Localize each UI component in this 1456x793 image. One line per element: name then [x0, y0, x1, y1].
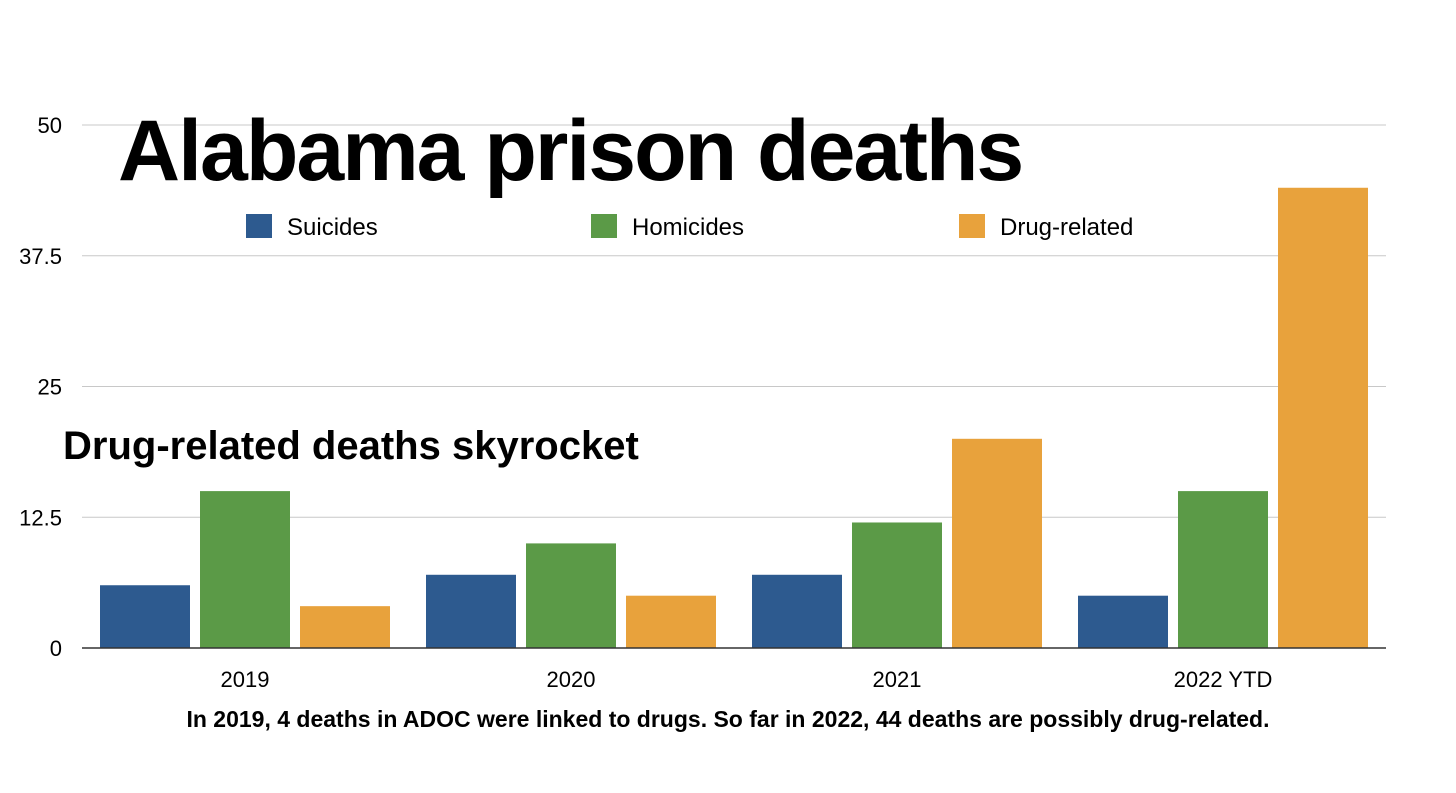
bar-homicides-2019	[200, 491, 290, 648]
legend-label: Suicides	[287, 214, 378, 241]
bar-drug-related-2019	[300, 606, 390, 648]
legend: Suicides Homicides Drug-related	[246, 214, 1133, 241]
x-axis: 2019 2020 2021 2022 YTD	[82, 647, 1386, 692]
y-tick-label: 25	[38, 375, 62, 400]
bar-suicides-2020	[426, 574, 516, 648]
legend-swatch	[591, 214, 617, 238]
y-tick-label: 0	[50, 636, 62, 661]
x-tick-label: 2021	[873, 667, 922, 692]
x-tick-label: 2020	[547, 667, 596, 692]
legend-label: Drug-related	[1000, 214, 1133, 241]
chart-caption: In 2019, 4 deaths in ADOC were linked to…	[186, 706, 1270, 732]
y-tick-label: 12.5	[19, 505, 62, 530]
bar-homicides-2022-ytd	[1178, 491, 1268, 648]
legend-label: Homicides	[632, 214, 744, 241]
bar-suicides-2022-ytd	[1078, 595, 1168, 648]
bar-drug-related-2020	[626, 595, 716, 648]
y-axis-ticks: 0 12.5 25 37.5 50	[19, 113, 62, 661]
chart-title: Alabama prison deaths	[118, 103, 1024, 199]
x-tick-label: 2019	[221, 667, 270, 692]
y-tick-label: 50	[38, 113, 62, 138]
bars	[100, 187, 1368, 648]
bar-drug-related-2021	[952, 438, 1042, 648]
x-tick-label: 2022 YTD	[1174, 667, 1273, 692]
bar-homicides-2020	[526, 543, 616, 648]
bar-drug-related-2022-ytd	[1278, 187, 1368, 648]
chart-subtitle: Drug-related deaths skyrocket	[63, 424, 639, 468]
bar-homicides-2021	[852, 522, 942, 648]
bar-suicides-2021	[752, 574, 842, 648]
gridlines	[82, 124, 1386, 518]
bar-suicides-2019	[100, 585, 190, 648]
legend-swatch	[246, 214, 272, 238]
legend-swatch	[959, 214, 985, 238]
y-tick-label: 37.5	[19, 244, 62, 269]
